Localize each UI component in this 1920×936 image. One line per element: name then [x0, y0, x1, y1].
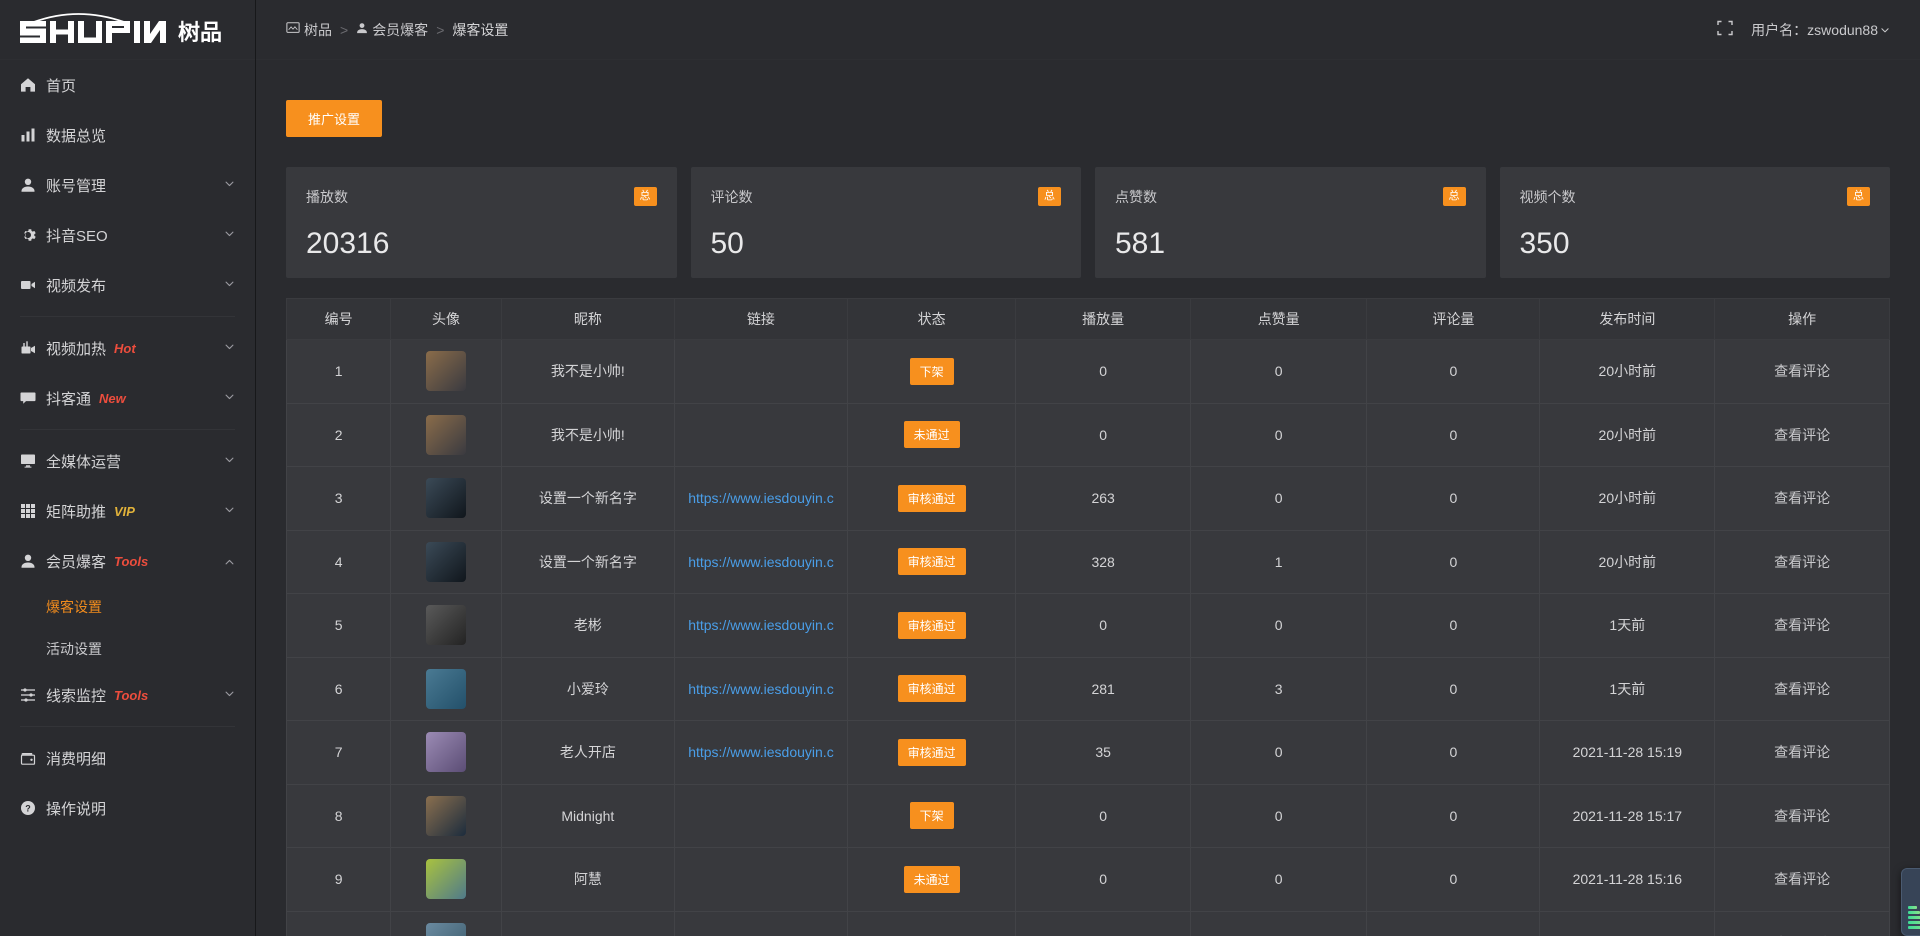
- svg-text:?: ?: [25, 804, 31, 814]
- svg-text:树品: 树品: [178, 20, 222, 45]
